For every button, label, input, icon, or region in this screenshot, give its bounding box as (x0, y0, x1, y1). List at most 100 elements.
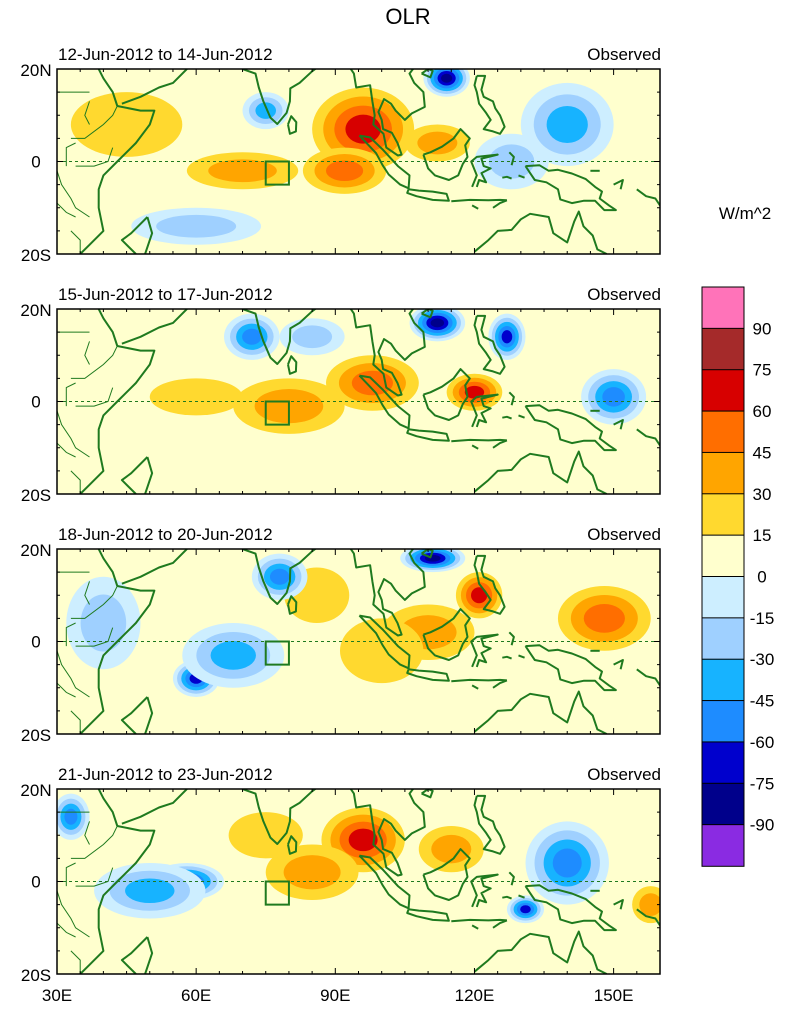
contour-level (80, 594, 127, 652)
coastline (358, 854, 411, 910)
coastline (518, 174, 525, 179)
anomaly-1 (446, 373, 503, 411)
panel-source-label: Observed (587, 765, 661, 784)
contour-level (417, 131, 458, 155)
coastline (475, 51, 481, 60)
panels: 20N 0 20S 12-Jun-2012 to 14-Jun-2012 Observe… (20, 45, 661, 985)
coastline (518, 894, 525, 899)
coastline (97, 309, 119, 347)
border-line (57, 410, 90, 458)
anomaly-4 (404, 124, 470, 162)
coastline (358, 134, 411, 190)
anomaly-8 (506, 895, 545, 924)
colorbar-label: -75 (750, 774, 775, 793)
coastline (524, 644, 617, 692)
coastline (349, 549, 426, 637)
borders (57, 331, 118, 494)
border-line (65, 142, 76, 167)
anomaly-2 (326, 355, 419, 411)
anomaly-field (57, 793, 660, 924)
coastline (475, 291, 481, 300)
panel-date-range: 21-Jun-2012 to 23-Jun-2012 (58, 765, 273, 784)
panel-source-label: Observed (587, 45, 661, 64)
border-line (70, 230, 81, 254)
coastline (241, 549, 317, 605)
contour-level (488, 144, 535, 179)
coastline (492, 439, 508, 449)
colorbar-box (701, 658, 745, 702)
coastline (421, 549, 434, 559)
contour-level (228, 812, 303, 859)
contour-level (125, 878, 175, 904)
anomaly-4 (149, 378, 243, 416)
colorbar-label: 30 (753, 485, 772, 504)
anomaly-7 (423, 69, 470, 97)
coastline (428, 295, 456, 304)
anomaly-5 (70, 92, 183, 157)
coastline (406, 908, 450, 922)
contour-level (602, 387, 625, 407)
border-line (70, 345, 118, 379)
coastline (473, 554, 506, 615)
coastline (471, 204, 479, 210)
coastline (287, 595, 298, 615)
x-tick-label: 120E (455, 986, 495, 1005)
colorbar-box (701, 782, 745, 826)
coastlines (79, 549, 660, 734)
coastline (636, 908, 660, 926)
colorbar-label: 45 (753, 443, 772, 462)
colorbar-label: 60 (753, 402, 772, 421)
coastline (470, 633, 499, 668)
coastline (613, 419, 624, 430)
border-line (70, 105, 118, 139)
anomaly-3 (557, 585, 651, 651)
anomaly-8 (581, 369, 647, 425)
coastline (121, 309, 188, 345)
coastline (422, 368, 471, 421)
borders (57, 91, 118, 254)
anomaly-2 (302, 147, 387, 194)
border-line (84, 821, 90, 845)
border-line (75, 387, 114, 407)
border-line (65, 382, 76, 407)
coastline (636, 428, 660, 446)
coastline (502, 895, 512, 900)
anomaly-9 (279, 318, 345, 356)
coastline (502, 175, 512, 180)
coastline (473, 314, 506, 375)
y-tick-label: 0 (31, 393, 40, 412)
y-tick-label: 20N (20, 781, 51, 800)
colorbar-box (701, 576, 745, 619)
coastline (428, 775, 456, 784)
panel-4: 20N 0 20S 21-Jun-2012 to 23-Jun-2012 Observe… (20, 765, 661, 985)
anomaly-6 (94, 862, 206, 919)
contour-level (351, 370, 394, 396)
contour-level (430, 318, 445, 328)
anomaly-field (66, 549, 651, 697)
contour-level (441, 73, 453, 83)
coastline (473, 794, 506, 855)
colorbar-label: -45 (750, 692, 775, 711)
border-line (57, 890, 90, 938)
coastline (451, 438, 507, 443)
colorbar-box (701, 410, 745, 454)
borders (57, 811, 118, 974)
contour-level (210, 640, 256, 670)
y-tick-label: 20S (21, 246, 51, 265)
colorbar-label: -60 (750, 733, 775, 752)
coastline (358, 374, 411, 430)
contour-level (64, 808, 78, 825)
contour-level (255, 102, 277, 119)
border-line (75, 867, 114, 887)
colorbar-box (701, 700, 745, 743)
highlight-box (264, 400, 290, 426)
colorbar-label: -15 (750, 609, 775, 628)
anomaly-field (70, 69, 614, 245)
coastline (421, 309, 434, 319)
anomaly-9 (474, 133, 549, 190)
coastline (471, 684, 479, 690)
coastline (79, 585, 156, 734)
figure-title: OLR (385, 4, 430, 29)
anomaly-7 (525, 821, 609, 905)
